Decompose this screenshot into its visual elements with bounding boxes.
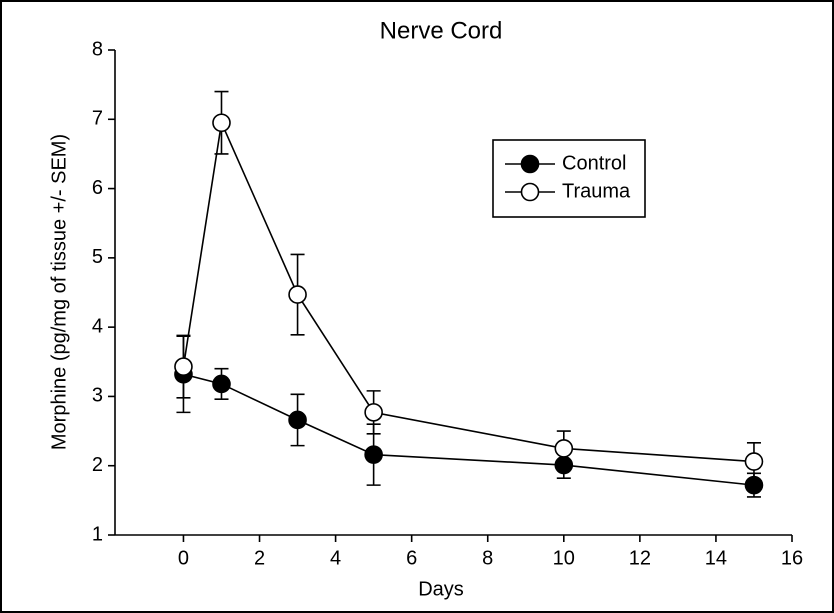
y-tick-label: 2 (92, 454, 103, 476)
x-tick-label: 8 (482, 547, 493, 569)
x-tick-label: 10 (553, 547, 575, 569)
y-tick-label: 5 (92, 246, 103, 268)
marker (364, 403, 383, 422)
x-tick-label: 12 (629, 547, 651, 569)
marker (212, 113, 231, 133)
marker (288, 285, 307, 304)
y-tick-label: 7 (92, 108, 103, 130)
x-axis-label: Days (418, 578, 464, 600)
marker (744, 452, 764, 471)
y-tick-label: 6 (92, 177, 103, 199)
legend (492, 139, 646, 218)
y-tick-label: 8 (92, 38, 103, 60)
marker (288, 410, 307, 430)
marker (174, 357, 193, 376)
legend-label: Control (562, 152, 626, 174)
legend-label: Trauma (562, 180, 631, 202)
y-axis-label: Morphine (pg/mg of tissue +/- SEM) (48, 134, 70, 450)
x-tick-label: 14 (705, 547, 727, 569)
marker (364, 445, 383, 464)
y-tick-label: 4 (92, 315, 103, 337)
marker (212, 374, 231, 394)
legend-marker (520, 154, 540, 174)
x-tick-label: 0 (178, 547, 189, 569)
legend-marker (520, 182, 540, 202)
x-tick-label: 2 (254, 547, 265, 569)
chart-title: Nerve Cord (380, 17, 503, 44)
x-tick-label: 6 (406, 547, 417, 569)
y-tick-label: 3 (92, 385, 103, 407)
marker (554, 439, 574, 458)
y-tick-label: 1 (92, 523, 103, 545)
x-tick-label: 16 (781, 547, 803, 569)
series-line (182, 119, 755, 463)
x-tick-label: 4 (330, 547, 341, 569)
